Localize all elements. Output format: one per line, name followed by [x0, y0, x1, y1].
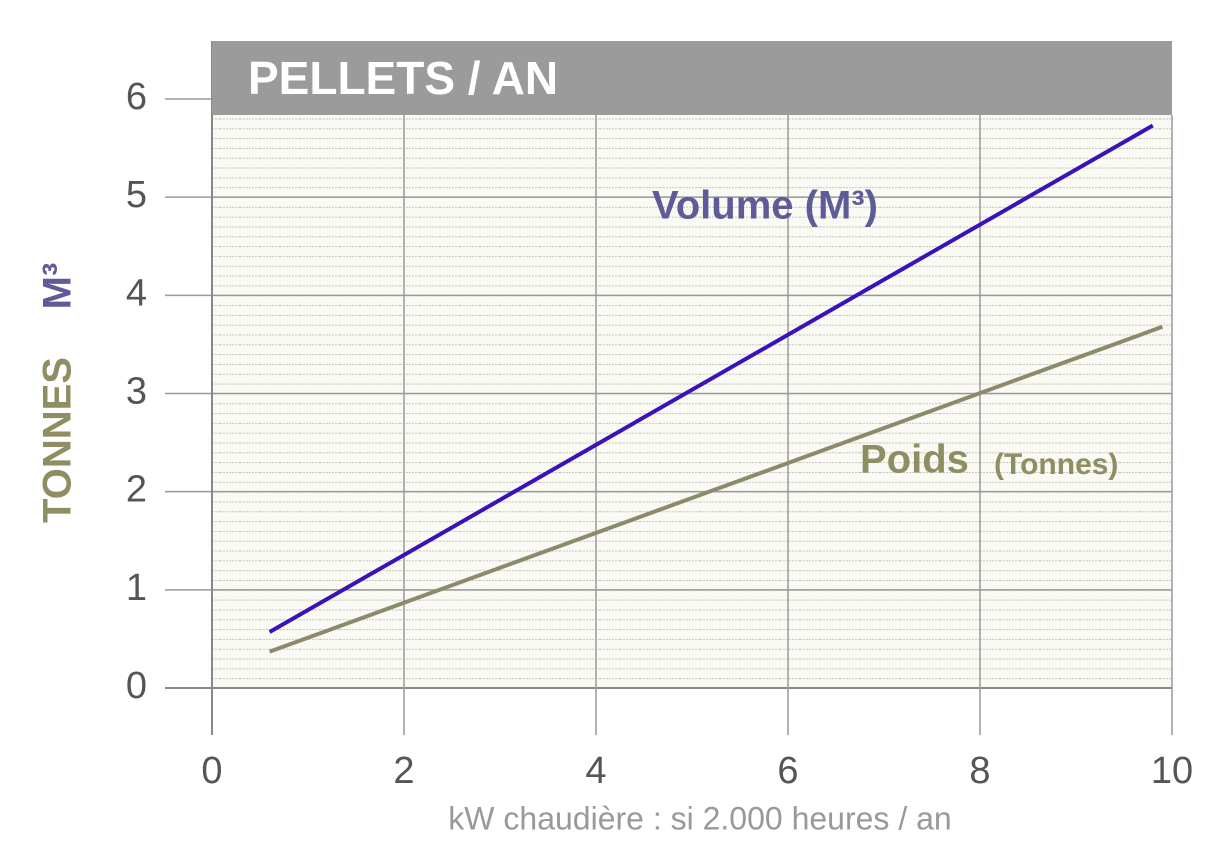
annotation: Poids [860, 438, 969, 482]
chart-title: PELLETS / AN [248, 52, 558, 104]
series-line [268, 324, 1164, 654]
y-tick-label: 6 [126, 76, 147, 118]
y-tick-label: 2 [126, 469, 147, 511]
title-bar [212, 41, 1172, 115]
x-tick-label: 2 [393, 750, 414, 792]
annotation: (Tonnes) [994, 448, 1118, 481]
x-tick-label: 6 [777, 750, 798, 792]
y-tick-label: 5 [126, 174, 147, 216]
x-tick-label: 4 [585, 750, 606, 792]
annotation: Volume (M³) [652, 184, 878, 228]
y-tick-label: 0 [126, 665, 147, 707]
y-axis-label: TONNES [36, 357, 80, 523]
x-tick-label: 10 [1151, 750, 1193, 792]
x-axis-label: kW chaudière : si 2.000 heures / an [448, 800, 951, 836]
x-tick-label: 8 [969, 750, 990, 792]
x-tick-label: 0 [201, 750, 222, 792]
y-axis-label: M³ [36, 263, 80, 310]
y-tick-label: 4 [126, 272, 147, 314]
series-line [268, 123, 1154, 634]
minor-grid [212, 115, 1172, 688]
y-tick-label: 1 [126, 567, 147, 609]
y-tick-label: 3 [126, 371, 147, 413]
